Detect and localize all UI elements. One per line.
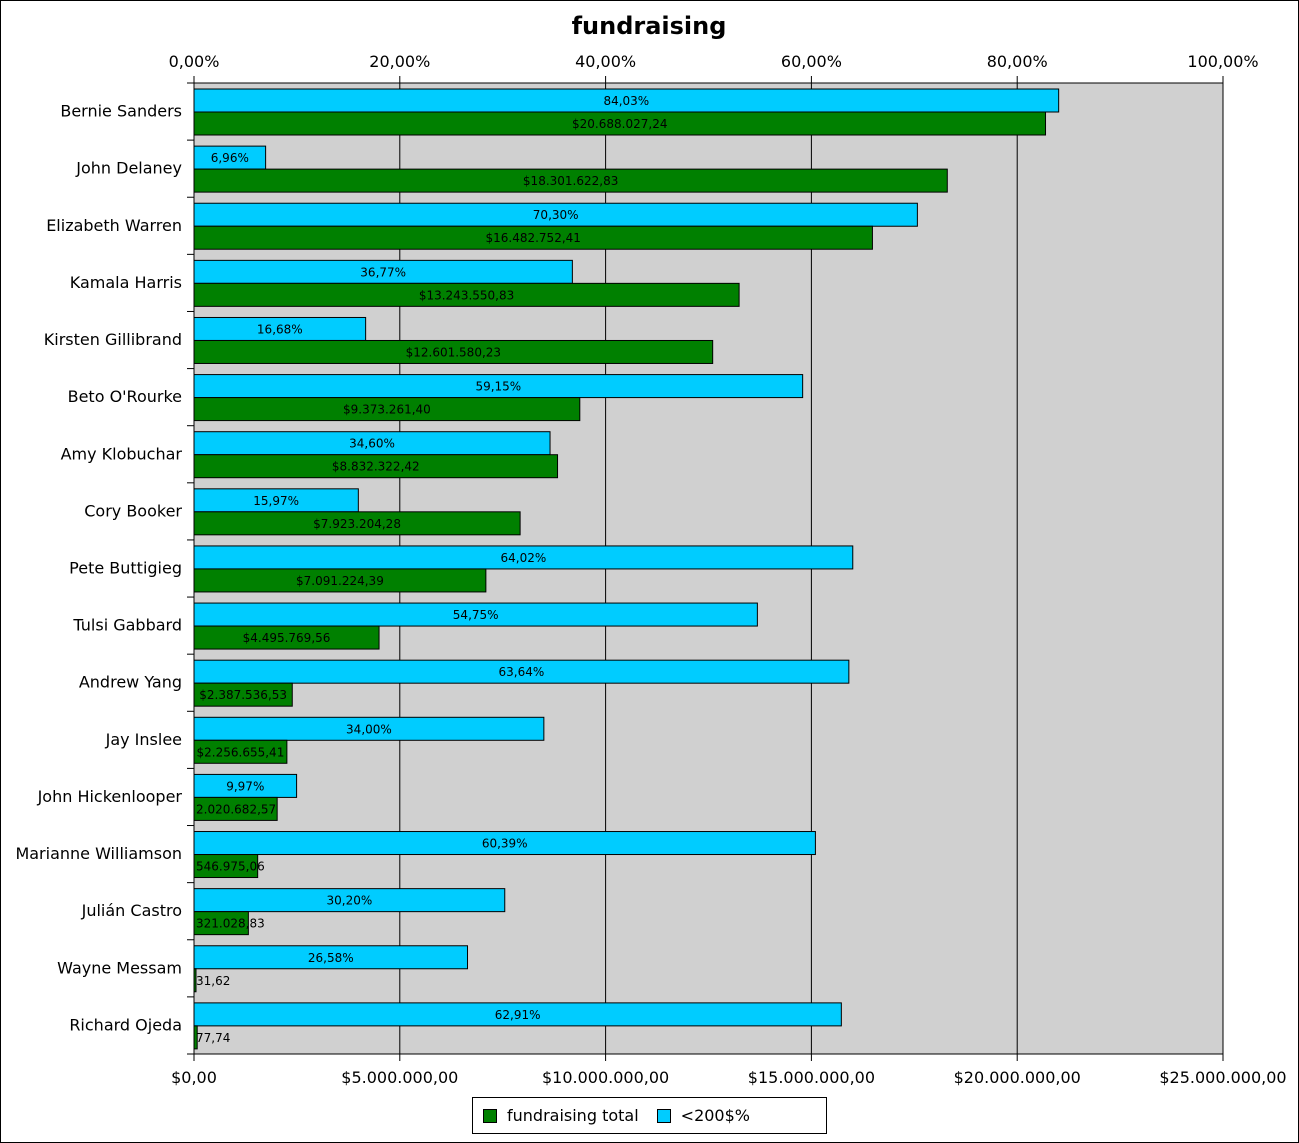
bar-fundraising-total — [193, 339, 714, 364]
category-label: Kirsten Gillibrand — [44, 330, 182, 349]
data-label-fundraising-total: 77,74 — [196, 1031, 230, 1045]
data-label-small-donor-share: 34,60% — [349, 437, 395, 451]
top-axis-tick-label: 60,00% — [781, 52, 842, 71]
bottom-axis-tick-label: $10.000.000,00 — [542, 1068, 669, 1087]
data-label-fundraising-total: $9.373.261,40 — [343, 403, 431, 417]
data-label-fundraising-total: 321.028,83 — [196, 917, 265, 931]
category-label: Marianne Williamson — [15, 844, 182, 863]
bar-fundraising-total — [193, 739, 288, 764]
bottom-axis-tick-label: $0,00 — [171, 1068, 217, 1087]
bottom-axis-tick-label: $25.000.000,00 — [1159, 1068, 1286, 1087]
legend-item-fundraising-total: fundraising total — [483, 1106, 639, 1125]
category-label: Bernie Sanders — [60, 102, 182, 121]
bottom-axis-tick-label: $15.000.000,00 — [748, 1068, 875, 1087]
data-label-small-donor-share: 30,20% — [326, 894, 372, 908]
category-label: Elizabeth Warren — [46, 216, 182, 235]
legend-item-small-donor-share: <200$% — [656, 1106, 750, 1125]
data-label-small-donor-share: 62,91% — [495, 1008, 541, 1022]
bar-fundraising-total — [193, 682, 293, 707]
legend-label-small-donor-share: <200$% — [680, 1106, 750, 1125]
data-label-fundraising-total: 546.975,06 — [196, 860, 265, 874]
data-label-fundraising-total: 31,62 — [196, 974, 230, 988]
bar-fundraising-total — [193, 282, 740, 307]
data-label-fundraising-total: $7.923.204,28 — [313, 517, 401, 531]
top-axis-tick-label: 20,00% — [369, 52, 430, 71]
data-label-small-donor-share: 34,00% — [346, 722, 392, 736]
bar-fundraising-total — [193, 1025, 198, 1050]
bar-small-donor-share — [193, 716, 545, 741]
legend-swatch-green — [483, 1108, 497, 1123]
category-label: Wayne Messam — [57, 958, 182, 977]
bar-fundraising-total — [193, 111, 1047, 136]
category-label: Amy Klobuchar — [61, 444, 183, 463]
category-label: Beto O'Rourke — [68, 387, 182, 406]
bar-fundraising-total — [193, 625, 380, 650]
bar-small-donor-share — [193, 1002, 842, 1027]
bar-fundraising-total — [193, 225, 873, 250]
bar-fundraising-total — [193, 968, 197, 993]
category-label: Richard Ojeda — [69, 1015, 182, 1034]
data-label-fundraising-total: $2.387.536,53 — [199, 688, 287, 702]
data-label-fundraising-total: $16.482.752,41 — [485, 231, 580, 245]
top-axis-tick-label: 0,00% — [169, 52, 220, 71]
data-label-small-donor-share: 26,58% — [308, 951, 354, 965]
bar-small-donor-share — [193, 545, 854, 570]
category-label: Andrew Yang — [79, 673, 182, 692]
bottom-axis-tick-label: $20.000.000,00 — [954, 1068, 1081, 1087]
data-label-small-donor-share: 59,15% — [475, 380, 521, 394]
top-axis-tick-label: 80,00% — [987, 52, 1048, 71]
data-label-small-donor-share: 6,96% — [211, 151, 249, 165]
category-label: John Delaney — [75, 159, 182, 178]
data-label-fundraising-total: $2.256.655,41 — [197, 745, 285, 759]
data-label-small-donor-share: 63,64% — [499, 665, 545, 679]
data-label-fundraising-total: $7.091.224,39 — [296, 574, 384, 588]
bar-fundraising-total — [193, 796, 278, 821]
data-label-small-donor-share: 15,97% — [253, 494, 299, 508]
bar-fundraising-total — [193, 397, 581, 422]
bar-fundraising-total — [193, 168, 948, 193]
data-label-fundraising-total: $13.243.550,83 — [419, 288, 514, 302]
category-label: Cory Booker — [84, 501, 182, 520]
top-axis-tick-label: 40,00% — [575, 52, 636, 71]
bar-small-donor-share — [193, 602, 758, 627]
bar-fundraising-total — [193, 568, 487, 593]
bar-small-donor-share — [193, 945, 469, 970]
bar-fundraising-total — [193, 454, 559, 479]
bottom-axis-tick-label: $5.000.000,00 — [341, 1068, 458, 1087]
data-label-small-donor-share: 54,75% — [453, 608, 499, 622]
data-label-small-donor-share: 64,02% — [501, 551, 547, 565]
data-label-fundraising-total: 2.020.682,57 — [196, 802, 276, 816]
data-label-fundraising-total: $12.601.580,23 — [406, 345, 501, 359]
data-label-small-donor-share: 84,03% — [603, 94, 649, 108]
legend: fundraising total <200$% — [472, 1097, 827, 1134]
top-axis-tick-label: 100,00% — [1187, 52, 1258, 71]
data-label-small-donor-share: 60,39% — [482, 837, 528, 851]
bar-fundraising-total — [193, 911, 249, 936]
category-label: John Hickenlooper — [37, 787, 183, 806]
category-label: Jay Inslee — [105, 730, 182, 749]
bar-fundraising-total — [193, 511, 521, 536]
data-label-fundraising-total: $20.688.027,24 — [572, 117, 667, 131]
data-label-small-donor-share: 16,68% — [257, 322, 303, 336]
data-label-fundraising-total: $4.495.769,56 — [243, 631, 331, 645]
bar-small-donor-share — [193, 831, 816, 856]
data-label-small-donor-share: 70,30% — [533, 208, 579, 222]
data-label-fundraising-total: $8.832.322,42 — [332, 460, 420, 474]
category-label: Tulsi Gabbard — [72, 616, 182, 635]
chart-title: fundraising — [572, 12, 727, 40]
bar-fundraising-total — [193, 854, 259, 879]
data-label-small-donor-share: 36,77% — [360, 265, 406, 279]
legend-swatch-cyan — [656, 1108, 671, 1123]
legend-label-fundraising-total: fundraising total — [507, 1106, 639, 1125]
bar-small-donor-share — [193, 888, 506, 913]
category-label: Kamala Harris — [70, 273, 182, 292]
category-label: Pete Buttigieg — [69, 559, 182, 578]
data-label-small-donor-share: 9,97% — [226, 779, 264, 793]
category-label: Julián Castro — [81, 901, 182, 920]
data-label-fundraising-total: $18.301.622,83 — [523, 174, 618, 188]
bar-small-donor-share — [193, 659, 850, 684]
